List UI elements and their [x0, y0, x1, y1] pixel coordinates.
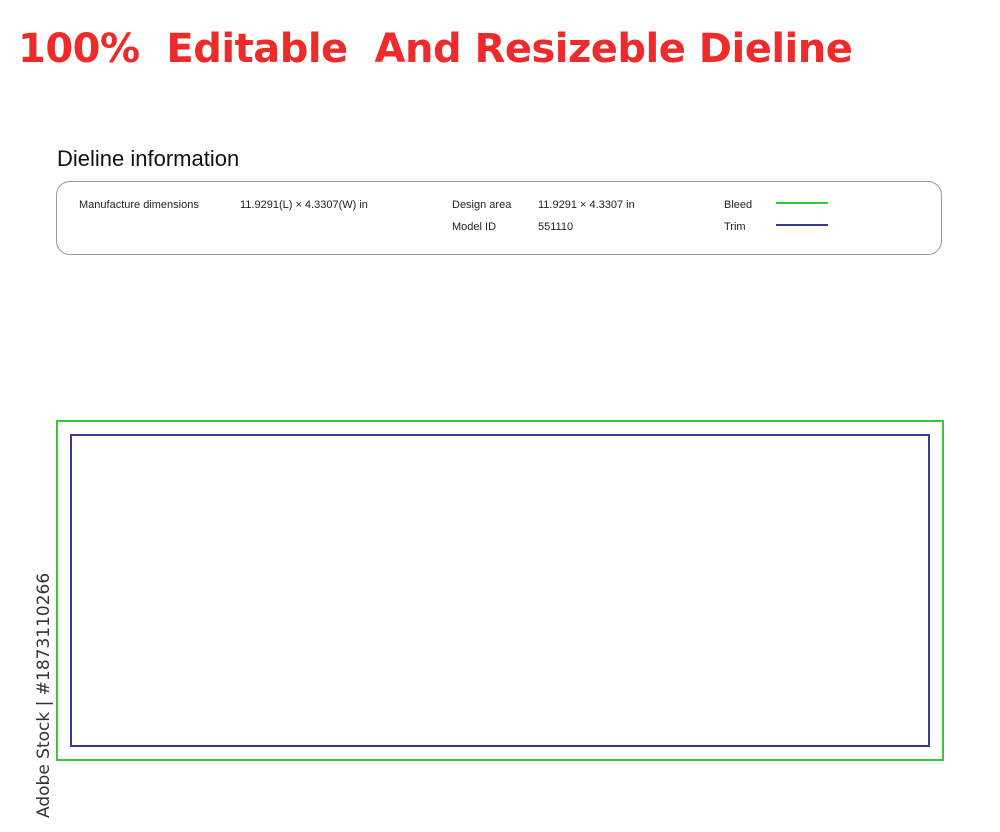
- bleed-label: Bleed: [724, 199, 753, 211]
- model-id-label: Model ID: [452, 221, 497, 233]
- manufacture-label: Manufacture dimensions: [79, 199, 199, 211]
- manufacture-value: 11.9291(L) × 4.3307(W) in: [240, 199, 368, 211]
- dieline-info-panel: Manufacture dimensions 11.9291(L) × 4.33…: [56, 181, 942, 255]
- trim-label: Trim: [724, 221, 746, 233]
- stock-watermark: Adobe Stock | #1873110266: [34, 572, 54, 818]
- trim-outline: [70, 434, 930, 747]
- bleed-legend-line: [776, 202, 828, 204]
- design-area-label: Design area: [452, 199, 512, 211]
- model-id-value: 551110: [538, 221, 574, 233]
- dieline-info-title: Dieline information: [57, 146, 240, 171]
- headline: 100% Editable And Resizeble Dieline: [18, 26, 853, 72]
- trim-legend-line: [776, 224, 828, 226]
- bleed-outline: [56, 420, 944, 761]
- design-area-value: 11.9291 × 4.3307 in: [538, 199, 635, 211]
